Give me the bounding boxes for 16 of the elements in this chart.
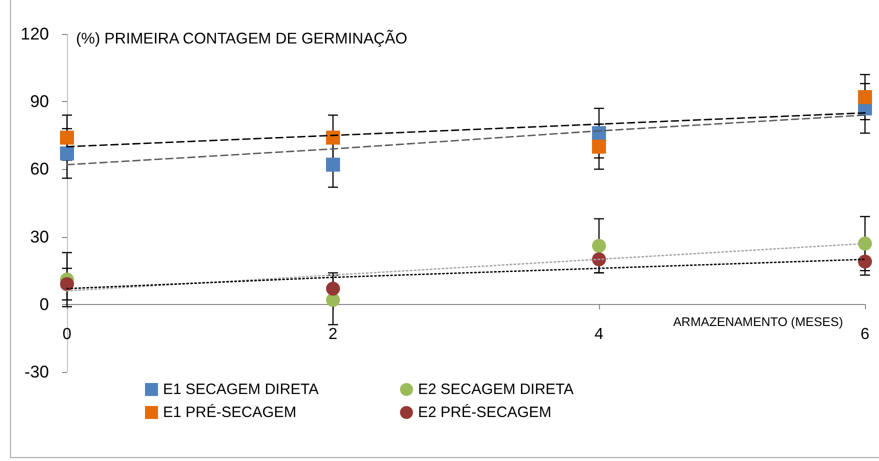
x-axis-title: ARMAZENAMENTO (MESES) (673, 314, 843, 329)
legend-label: E2 PRÉ-SECAGEM (418, 403, 552, 421)
y-tick-label: 30 (30, 227, 49, 246)
x-tick-label: 6 (860, 326, 870, 343)
y-tick-label: -30 (24, 362, 49, 382)
y-tick-label: 60 (30, 160, 49, 179)
legend-label: E1 SECAGEM DIRETA (163, 381, 319, 398)
chart-title: (%) PRIMEIRA CONTAGEM DE GERMINAÇÃO (76, 30, 408, 48)
y-tick-label: 0 (40, 294, 49, 314)
legend-label: E2 SECAGEM DIRETA (418, 381, 574, 398)
x-tick-label: 0 (62, 326, 72, 343)
y-tick-label: 90 (30, 92, 49, 112)
y-tick-label: 120 (20, 24, 49, 44)
legend-label: E1 PRÉ-SECAGEM (163, 403, 296, 421)
x-tick-label: 4 (594, 326, 604, 343)
x-tick-label: 2 (328, 326, 338, 343)
